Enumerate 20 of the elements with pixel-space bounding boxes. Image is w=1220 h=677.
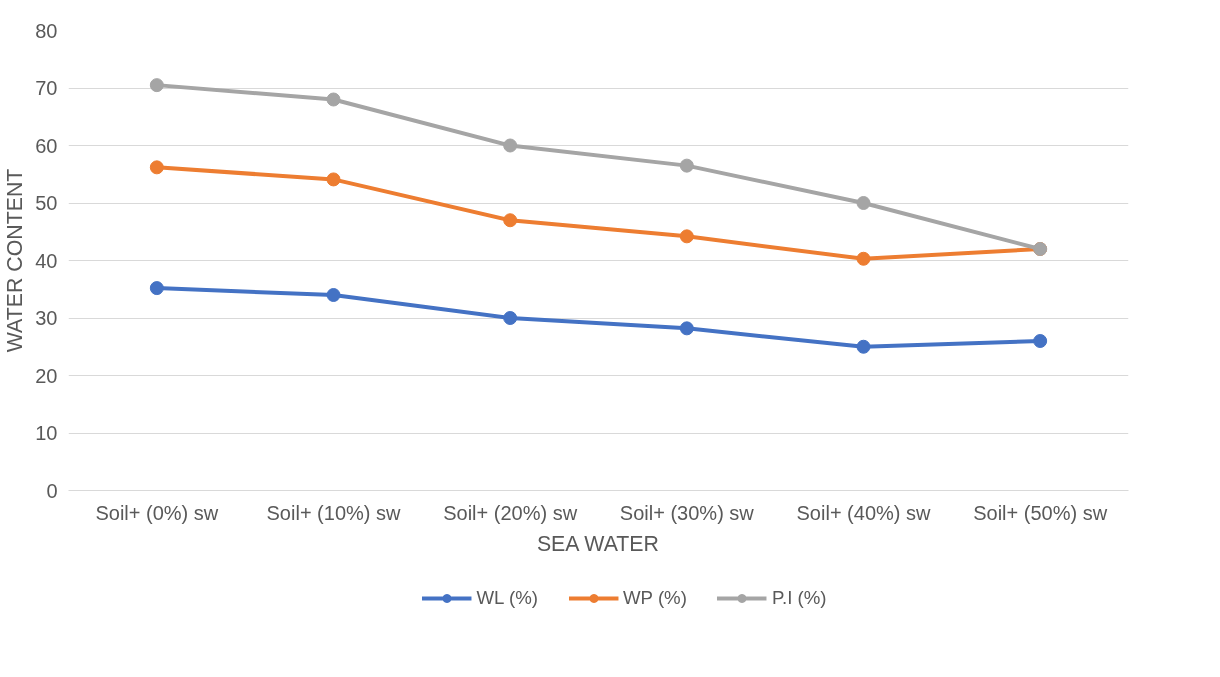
x-tick-label: Soil+ (10%) sw [266, 501, 402, 524]
x-tick-label: Soil+ (0%) sw [95, 501, 219, 524]
x-axis-title: SEA WATER [536, 531, 659, 556]
y-tick-label: 80 [35, 19, 58, 42]
y-tick-label: 10 [35, 422, 58, 444]
y-axis-title: WATER CONTENT [3, 168, 28, 353]
x-tick-label: Soil+ (40%) sw [796, 501, 932, 524]
y-tick-label: 20 [35, 364, 58, 387]
x-tick-label: Soil+ (50%) sw [973, 501, 1108, 524]
x-tick-label: Soil+ (30%) sw [619, 501, 755, 524]
x-tick-label: Soil+ (20%) sw [443, 501, 578, 524]
y-tick-label: 0 [46, 479, 58, 502]
y-tick-label: 40 [35, 249, 58, 272]
y-tick-label: 30 [35, 307, 58, 329]
y-tick-label: 70 [35, 77, 58, 99]
y-tick-label: 60 [35, 134, 58, 157]
legend-label: P.I (%) [771, 587, 827, 609]
legend-label: WP (%) [622, 587, 687, 609]
y-tick-label: 50 [35, 192, 58, 214]
legend-label: WL (%) [476, 587, 538, 609]
